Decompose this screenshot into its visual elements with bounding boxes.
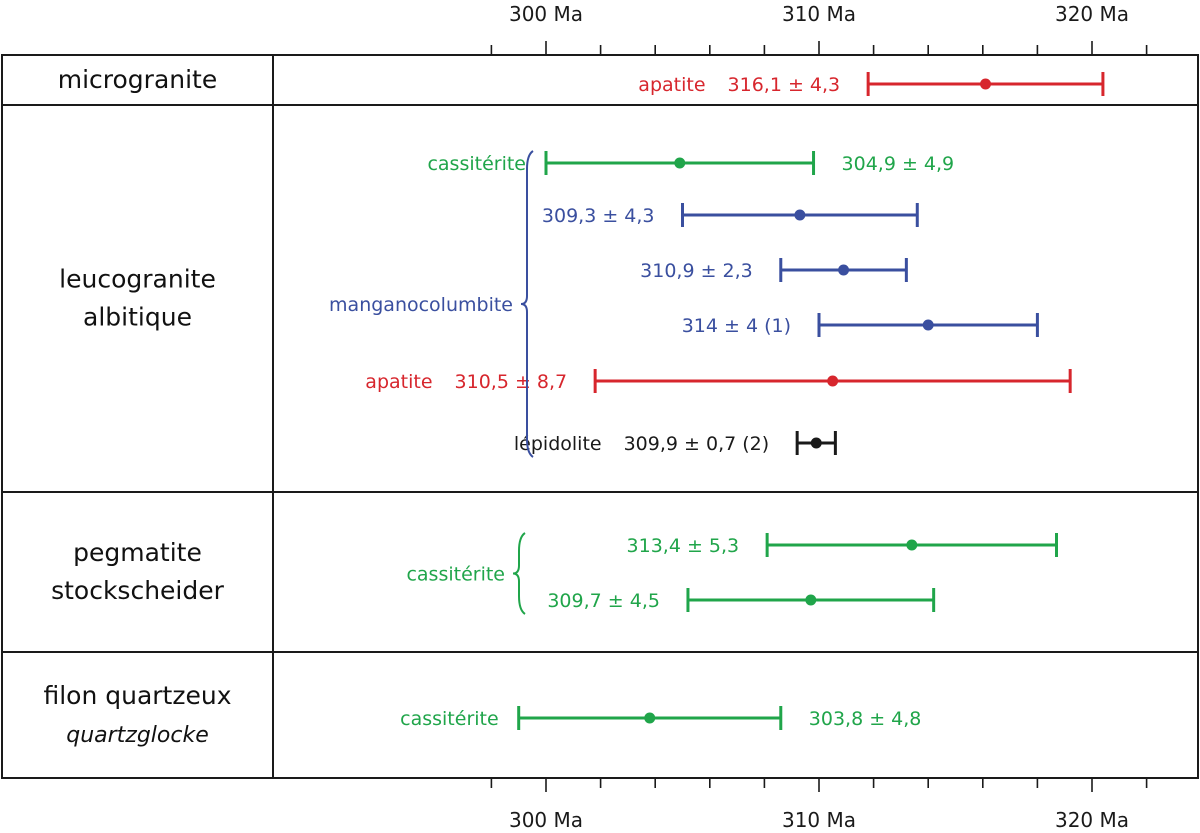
- group-brace: [512, 532, 526, 615]
- age-point: [838, 264, 850, 276]
- rock-type-label: microgranite: [58, 65, 218, 94]
- rock-type-label: stockscheider: [51, 576, 225, 605]
- group-brace: [520, 150, 534, 458]
- age-value-label: 310,9 ± 2,3: [640, 260, 753, 282]
- rock-type-label: quartzglocke: [66, 723, 209, 748]
- age-point: [810, 437, 822, 449]
- age-value-label: 316,1 ± 4,3: [728, 74, 841, 96]
- top-axis-tick-label: 320 Ma: [1055, 2, 1129, 26]
- age-value-label: 313,4 ± 5,3: [627, 535, 740, 557]
- group-mineral-label: cassitérite: [406, 564, 505, 586]
- mineral-label: cassitérite: [400, 708, 499, 730]
- mineral-label: apatite: [365, 371, 432, 393]
- mineral-label: cassitérite: [427, 153, 526, 175]
- age-point: [922, 319, 934, 331]
- age-value-label: 310,5 ± 8,7: [455, 371, 568, 393]
- age-point: [644, 712, 656, 724]
- age-point: [805, 594, 817, 606]
- age-value-label: 314 ± 4 (1): [682, 315, 791, 337]
- group-mineral-label: manganocolumbite: [329, 294, 513, 316]
- top-axis-tick-label: 300 Ma: [509, 2, 583, 26]
- age-point: [980, 78, 992, 90]
- age-value-label: 303,8 ± 4,8: [809, 708, 922, 730]
- age-point: [906, 539, 918, 551]
- age-value-label: 309,7 ± 4,5: [547, 590, 660, 612]
- age-point: [794, 209, 806, 221]
- mineral-label: lépidolite: [514, 433, 602, 455]
- age-value-label: 304,9 ± 4,9: [842, 153, 955, 175]
- mineral-label: apatite: [638, 74, 705, 96]
- rock-type-label: albitique: [83, 303, 192, 332]
- age-point: [674, 157, 686, 169]
- bottom-axis-tick-label: 310 Ma: [782, 808, 856, 832]
- rock-type-label: pegmatite: [73, 538, 202, 567]
- age-point: [827, 375, 839, 387]
- rock-type-label: leucogranite: [59, 265, 216, 294]
- top-axis-tick-label: 310 Ma: [782, 2, 856, 26]
- age-value-label: 309,9 ± 0,7 (2): [624, 433, 770, 455]
- rock-type-label: filon quartzeux: [43, 681, 231, 710]
- bottom-axis-tick-label: 300 Ma: [509, 808, 583, 832]
- age-value-label: 309,3 ± 4,3: [542, 205, 655, 227]
- bottom-axis-tick-label: 320 Ma: [1055, 808, 1129, 832]
